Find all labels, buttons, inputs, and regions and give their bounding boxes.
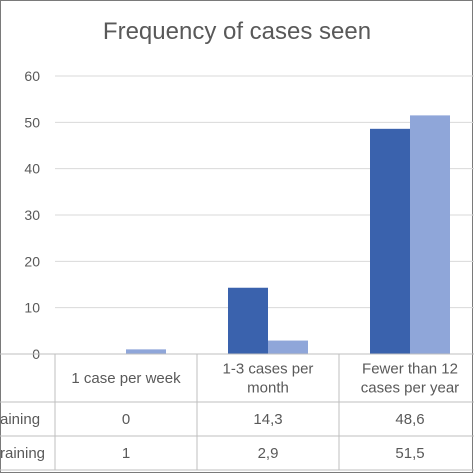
data-table: 1 case per week 1-3 cases per month Fewer t… <box>0 353 474 471</box>
series-name: aining <box>0 411 40 428</box>
y-tick-label: 60 <box>24 68 40 84</box>
data-label: 0 <box>122 411 130 428</box>
y-tick-label: 30 <box>24 207 40 223</box>
x-category-label: 1 case per week <box>71 370 181 387</box>
x-category-label: cases per year <box>361 380 459 397</box>
series-name: raining <box>0 445 45 462</box>
data-label: 48,6 <box>395 411 424 428</box>
data-label: 1 <box>122 445 130 462</box>
data-label: 14,3 <box>253 411 282 428</box>
x-category-label: month <box>247 380 289 397</box>
x-category-label: 1-3 cases per <box>223 361 314 378</box>
y-tick-label: 20 <box>24 253 40 269</box>
chart-title: Frequency of cases seen <box>102 18 372 45</box>
bar-2-3 <box>410 115 450 354</box>
data-label: 51,5 <box>395 445 424 462</box>
bar-1-2 <box>228 287 268 354</box>
bar-2-1 <box>126 349 166 354</box>
data-label: 2,9 <box>258 445 279 462</box>
bars <box>126 115 450 354</box>
bar-2-2 <box>268 340 308 354</box>
y-tick-label: 40 <box>24 161 40 177</box>
y-tick-label: 10 <box>24 300 40 316</box>
bar-1-3 <box>370 128 410 354</box>
y-tick-label: 50 <box>24 114 40 130</box>
x-category-label: Fewer than 12 <box>362 361 458 378</box>
